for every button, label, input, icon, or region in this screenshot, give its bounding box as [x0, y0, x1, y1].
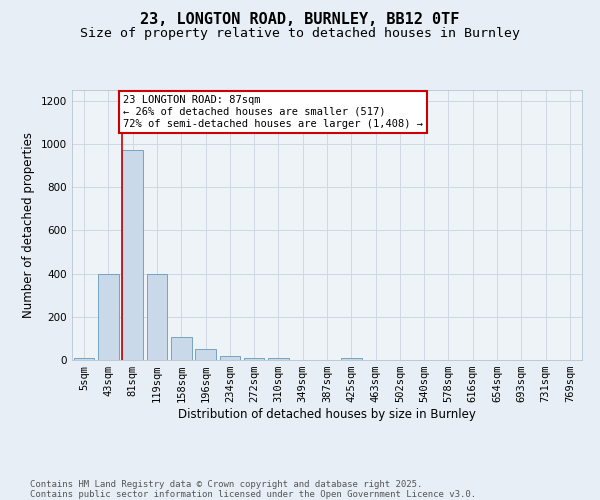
X-axis label: Distribution of detached houses by size in Burnley: Distribution of detached houses by size …	[178, 408, 476, 421]
Y-axis label: Number of detached properties: Number of detached properties	[22, 132, 35, 318]
Bar	[341, 358, 362, 360]
Text: Size of property relative to detached houses in Burnley: Size of property relative to detached ho…	[80, 28, 520, 40]
Bar	[268, 358, 289, 360]
Bar	[146, 274, 167, 360]
Bar	[171, 338, 191, 360]
Bar	[74, 358, 94, 360]
Bar	[98, 274, 119, 360]
Bar	[244, 358, 265, 360]
Bar	[122, 150, 143, 360]
Text: Contains HM Land Registry data © Crown copyright and database right 2025.
Contai: Contains HM Land Registry data © Crown c…	[30, 480, 476, 500]
Bar	[195, 349, 216, 360]
Text: 23 LONGTON ROAD: 87sqm
← 26% of detached houses are smaller (517)
72% of semi-de: 23 LONGTON ROAD: 87sqm ← 26% of detached…	[123, 96, 423, 128]
Bar	[220, 356, 240, 360]
Text: 23, LONGTON ROAD, BURNLEY, BB12 0TF: 23, LONGTON ROAD, BURNLEY, BB12 0TF	[140, 12, 460, 28]
